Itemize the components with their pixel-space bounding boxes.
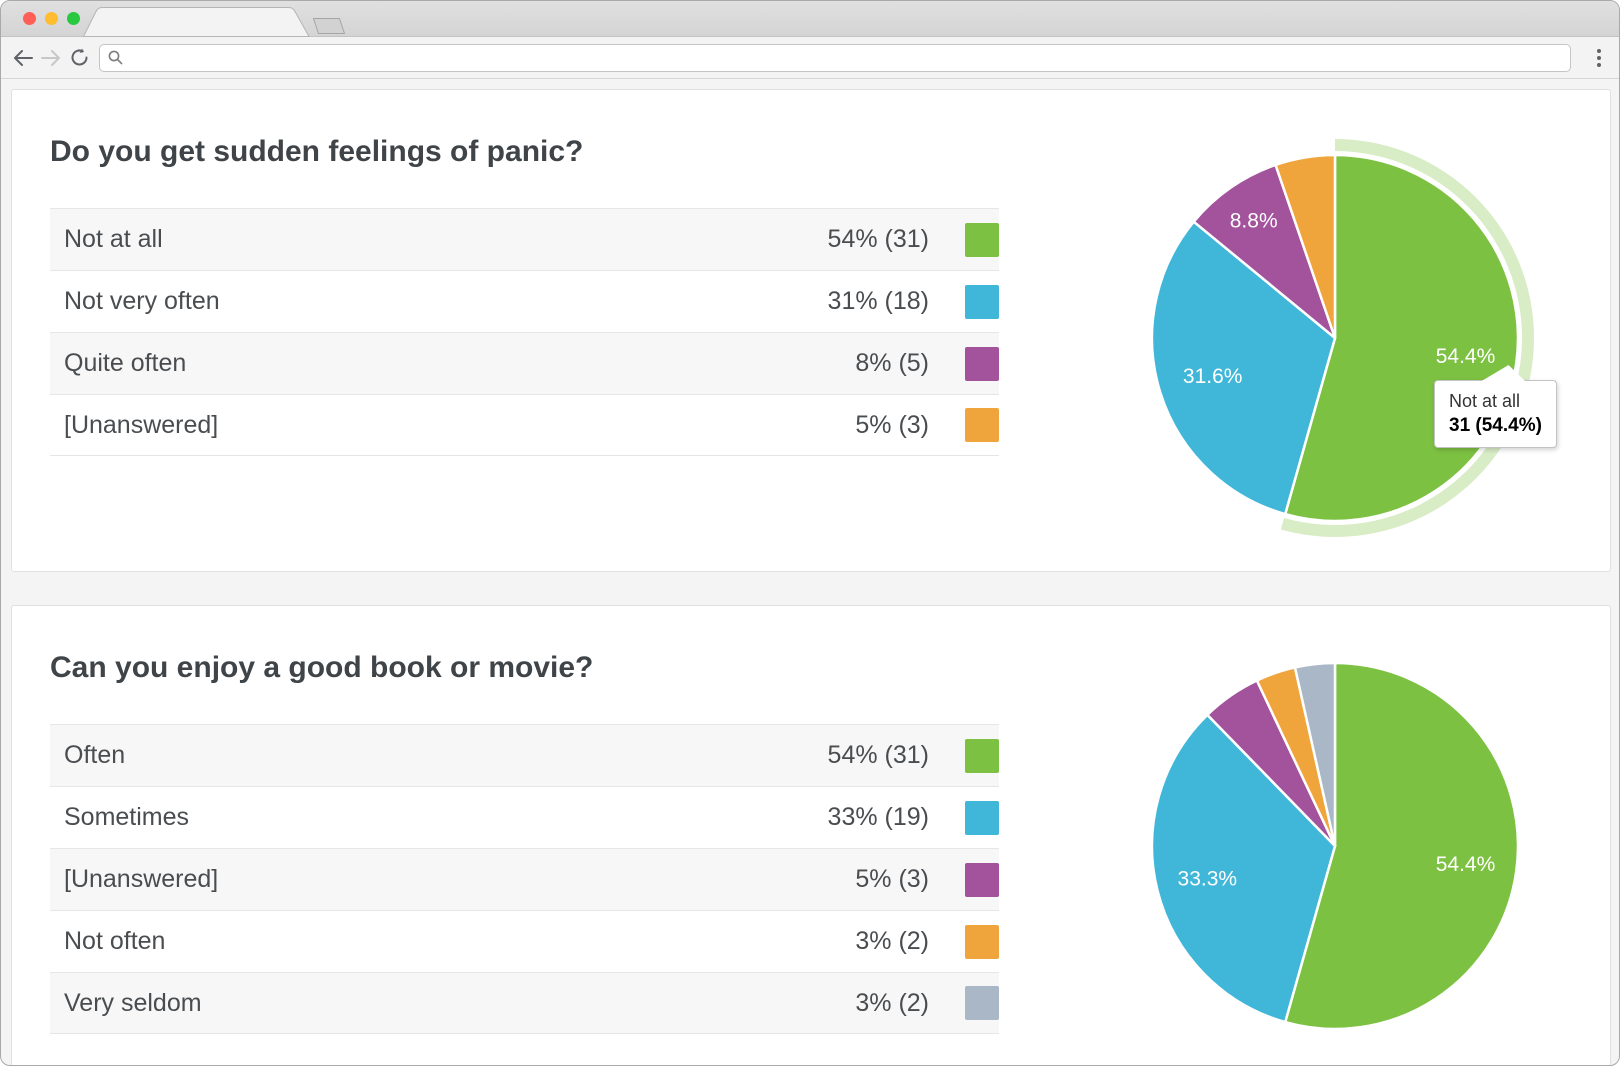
traffic-lights [23, 12, 80, 25]
question-title: Can you enjoy a good book or movie? [50, 651, 594, 684]
color-swatch [965, 346, 999, 381]
browser-titlebar [1, 1, 1619, 37]
browser-menu-button[interactable] [1579, 37, 1619, 79]
answer-value: 33% (19) [827, 803, 929, 831]
chart-tooltip: Not at all 31 (54.4%) [1434, 380, 1557, 448]
forward-button[interactable] [37, 44, 65, 72]
answer-row: Very seldom 3% (2) [50, 972, 999, 1034]
answer-value: 54% (31) [827, 225, 929, 253]
answer-value: 3% (2) [855, 988, 929, 1017]
answer-label: Not at all [64, 225, 163, 253]
pie-slice-percentage-label: 8.8% [1230, 210, 1278, 233]
answer-value: 5% (3) [855, 865, 929, 893]
pie-slice-often[interactable] [1283, 661, 1520, 1031]
back-button[interactable] [9, 44, 37, 72]
pie-chart-panic[interactable]: 54.4% 31.6% 8.8% [1125, 128, 1545, 548]
survey-results-page: Do you get sudden feelings of panic? Not… [1, 79, 1619, 1065]
kebab-menu-icon [1597, 48, 1601, 67]
pie-slice-very-seldom[interactable] [1293, 661, 1337, 848]
answers-table: Often 54% (31) Sometimes 33% (19) [Unans… [50, 724, 999, 1034]
zoom-window-icon[interactable] [67, 12, 80, 25]
url-input[interactable] [129, 48, 1570, 67]
answer-label: [Unanswered] [64, 865, 219, 893]
color-swatch [965, 408, 999, 442]
tooltip-value: 31 (54.4%) [1449, 415, 1542, 436]
answer-value: 8% (5) [855, 349, 929, 377]
pie-slice-percentage-label: 54.4% [1436, 853, 1496, 876]
pie-slice-quite-often[interactable] [1192, 163, 1337, 340]
answer-row: Not at all 54% (31) [50, 208, 999, 270]
search-icon [108, 50, 123, 65]
answer-label: Not often [64, 927, 166, 955]
answer-row: [Unanswered] 5% (3) [50, 394, 999, 456]
answer-row: [Unanswered] 5% (3) [50, 848, 999, 910]
answer-label: [Unanswered] [64, 410, 219, 439]
answer-label: Quite often [64, 349, 187, 377]
answers-table: Not at all 54% (31) Not very often 31% (… [50, 208, 999, 456]
answer-row: Sometimes 33% (19) [50, 786, 999, 848]
color-swatch [965, 284, 999, 319]
color-swatch [965, 222, 999, 257]
reload-icon [71, 48, 87, 66]
question-card-1: Do you get sudden feelings of panic? Not… [11, 89, 1611, 572]
answer-value: 3% (2) [855, 927, 929, 955]
tooltip-label: Not at all [1449, 391, 1521, 411]
answer-row: Not very often 31% (18) [50, 270, 999, 332]
question-title: Do you get sudden feelings of panic? [50, 135, 584, 168]
question-card-2: Can you enjoy a good book or movie? Ofte… [11, 605, 1611, 1065]
answer-value: 31% (18) [827, 287, 929, 315]
answer-label: Not very often [64, 287, 220, 315]
pie-slice-percentage-label: 54.4% [1436, 345, 1496, 368]
pie-slice-sometimes[interactable] [1150, 713, 1337, 1024]
browser-toolbar [1, 37, 1619, 79]
pie-slice-unanswered[interactable] [1274, 153, 1337, 340]
answer-label: Very seldom [64, 988, 202, 1017]
pie-slice-percentage-label: 33.3% [1178, 867, 1238, 890]
minimize-window-icon[interactable] [45, 12, 58, 25]
answer-row: Often 54% (31) [50, 724, 999, 786]
answer-value: 5% (3) [855, 410, 929, 439]
answer-label: Often [64, 741, 126, 769]
back-arrow-icon [14, 49, 33, 66]
pie-slice-not-very-often[interactable] [1150, 220, 1337, 516]
answer-row: Quite often 8% (5) [50, 332, 999, 394]
color-swatch [965, 986, 999, 1020]
address-bar[interactable] [99, 43, 1571, 72]
answer-row: Not often 3% (2) [50, 910, 999, 972]
forward-arrow-icon [41, 49, 60, 66]
answer-value: 54% (31) [827, 741, 929, 769]
reload-button[interactable] [65, 44, 93, 72]
color-swatch [965, 862, 999, 897]
answer-label: Sometimes [64, 803, 190, 831]
color-swatch [965, 924, 999, 959]
pie-slice-percentage-label: 31.6% [1183, 365, 1243, 388]
close-window-icon[interactable] [23, 12, 36, 25]
pie-chart-book-movie[interactable]: 54.4% 33.3% [1125, 636, 1545, 1056]
browser-tab[interactable] [83, 7, 313, 37]
color-swatch [965, 738, 999, 773]
color-swatch [965, 800, 999, 835]
new-tab-button[interactable] [312, 18, 346, 34]
